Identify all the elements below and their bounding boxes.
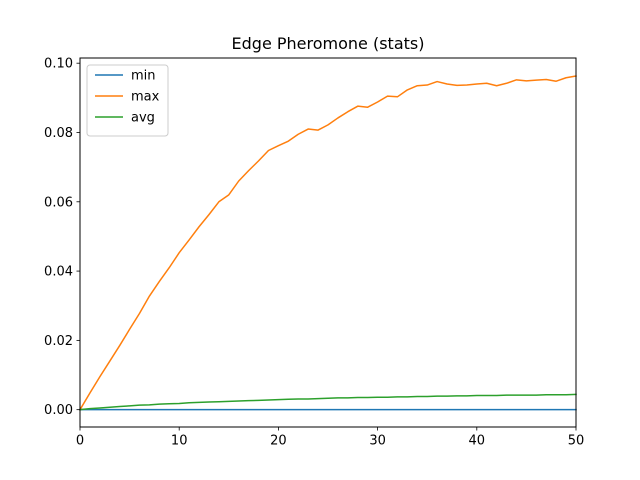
x-tick-label: 50 xyxy=(568,434,585,449)
series-line-max xyxy=(78,75,577,411)
axes-frame xyxy=(79,57,577,428)
y-tick-label: 0.08 xyxy=(44,126,73,141)
chart-title: Edge Pheromone (stats) xyxy=(232,34,425,53)
y-tick-label: 0.06 xyxy=(44,195,73,210)
x-tick-label: 40 xyxy=(469,434,486,449)
legend: min max avg xyxy=(86,64,169,137)
x-tick-label: 20 xyxy=(270,434,287,449)
series-line-avg xyxy=(79,393,577,411)
y-axis: 0.00 0.02 0.04 0.06 0.08 0.10 xyxy=(44,57,80,418)
y-tick-label: 0.04 xyxy=(44,265,73,280)
x-tick-label: 10 xyxy=(171,434,188,449)
y-tick-label: 0.10 xyxy=(44,57,73,72)
y-tick-label: 0.00 xyxy=(44,403,73,418)
plot-area xyxy=(78,75,577,411)
x-axis: 0 10 20 30 40 50 xyxy=(76,427,584,449)
legend-label-avg: avg xyxy=(131,111,155,126)
legend-box xyxy=(86,64,169,137)
x-tick-label: 30 xyxy=(369,434,386,449)
y-tick-label: 0.02 xyxy=(44,334,73,349)
legend-label-min: min xyxy=(131,69,156,84)
x-tick-label: 0 xyxy=(76,434,84,449)
legend-label-max: max xyxy=(131,90,160,105)
